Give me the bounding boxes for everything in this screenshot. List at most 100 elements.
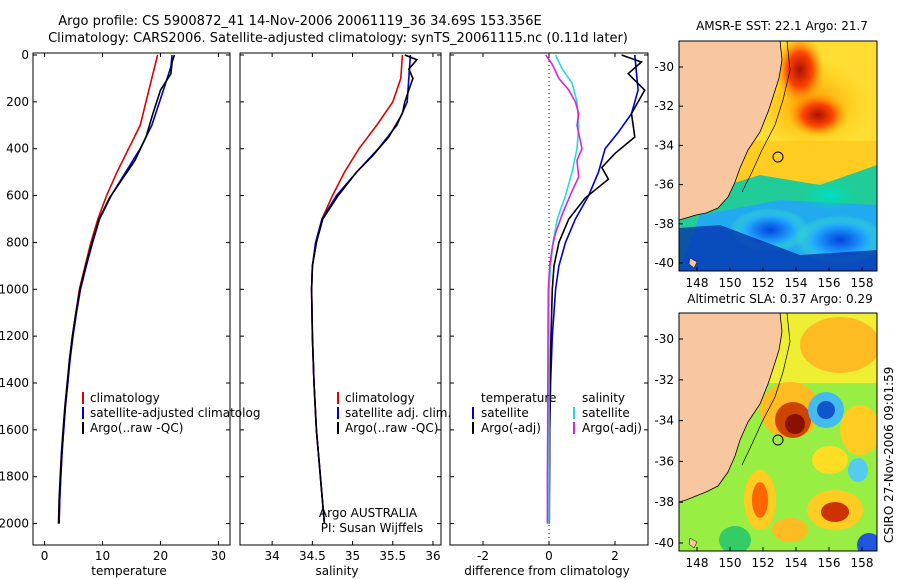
series-line-temperature-satellite — [548, 54, 639, 524]
temperature-x-axis: 0 10 20 30 — [41, 53, 226, 563]
x-tick-label: 35 — [345, 549, 360, 563]
temperature-legend: climatology satellite-adjusted climatolo… — [82, 391, 260, 435]
lon-tick-label: 152 — [752, 556, 775, 570]
legend-label-climatology: climatology — [90, 391, 160, 405]
sla-field — [679, 313, 877, 551]
series-line-salinity-satellite — [548, 54, 580, 524]
sst-map-lon-axis: 148 150 152 154 156 158 — [686, 267, 874, 290]
sla-map-lat-axis: -30 -32 -34 -36 -38 -40 — [654, 332, 683, 550]
lon-tick-label: 150 — [719, 276, 742, 290]
argo-annotation-line2: PI: Susan Wijffels — [321, 521, 423, 535]
argo-annotation-line1: Argo AUSTRALIA — [319, 506, 418, 520]
lat-tick-label: -32 — [654, 373, 674, 387]
series-line-temperature-argo-adj- — [548, 54, 646, 524]
sla-map-lon-axis: 148 150 152 154 156 158 — [686, 547, 874, 570]
lon-tick-label: 154 — [785, 276, 808, 290]
lon-tick-label: 154 — [785, 556, 808, 570]
footer-vertical-stamp: CSIRO 27-Nov-2006 09:01:59 — [882, 367, 896, 543]
salinity-series — [310, 54, 419, 524]
lat-tick-label: -30 — [654, 60, 674, 74]
difference-xlabel: difference from climatology — [464, 564, 630, 578]
x-tick-label: 0 — [545, 549, 553, 563]
lon-tick-label: 152 — [752, 276, 775, 290]
sst-land — [679, 41, 782, 220]
legend-label-argo: Argo(..raw -QC) — [90, 421, 183, 435]
sst-map-title: AMSR-E SST: 22.1 Argo: 21.7 — [696, 19, 868, 33]
header-line2: Climatology: CARS2006. Satellite-adjuste… — [48, 31, 628, 46]
series-line-argo-raw-qc- — [310, 54, 419, 524]
lat-tick-label: -36 — [654, 178, 674, 192]
depth-axis: 0 200 400 600 800 1000 1200 1400 1600 1800 2000 — [0, 48, 648, 531]
lon-tick-label: 150 — [719, 556, 742, 570]
lon-tick-label: 158 — [851, 276, 874, 290]
sst-map-frame — [678, 40, 878, 272]
sla-map-frame — [678, 312, 878, 552]
x-tick-label: 36 — [425, 549, 440, 563]
sst-map-lat-axis: -30 -32 -34 -36 -38 -40 — [654, 60, 683, 270]
depth-tick-label: 1000 — [0, 282, 29, 296]
depth-tick-label: 600 — [6, 189, 29, 203]
lat-tick-label: -38 — [654, 495, 674, 509]
legend-label-climatology-sal: climatology — [345, 391, 415, 405]
depth-tick-label: 1800 — [0, 470, 29, 484]
x-tick-label: -2 — [477, 549, 489, 563]
depth-tick-label: 0 — [21, 48, 29, 62]
series-line-argo-raw-qc- — [57, 54, 176, 524]
salinity-legend: climatology satellite adj. clim. Argo(..… — [337, 391, 451, 435]
header-line1: Argo profile: CS 5900872_41 14-Nov-2006 … — [58, 14, 542, 29]
temperature-xlabel: temperature — [91, 564, 166, 578]
legend-title-salinity: salinity — [582, 391, 625, 405]
x-tick-label: 34 — [265, 549, 280, 563]
legend-label-satellite-sal: satellite adj. clim. — [345, 406, 451, 420]
x-tick-label: 34.5 — [299, 549, 326, 563]
lat-tick-label: -36 — [654, 454, 674, 468]
temperature-panel-frame — [32, 52, 231, 546]
sst-field — [679, 41, 877, 271]
depth-tick-label: 800 — [6, 235, 29, 249]
legend-label-sal-sat: satellite — [582, 406, 630, 420]
depth-tick-label: 2000 — [0, 517, 29, 531]
salinity-panel-frame — [239, 52, 442, 546]
lon-tick-label: 158 — [851, 556, 874, 570]
sst-map: AMSR-E SST: 22.1 Argo: 21.7 — [654, 19, 878, 290]
x-tick-label: 0 — [41, 549, 49, 563]
depth-tick-label: 1400 — [0, 376, 29, 390]
salinity-x-axis: 34 34.5 35 35.5 36 — [265, 53, 441, 563]
series-line-climatology — [310, 54, 404, 524]
lat-tick-label: -38 — [654, 217, 674, 231]
argo-float-marker-sla — [772, 434, 784, 446]
x-tick-label: 30 — [211, 549, 226, 563]
series-line-climatology — [58, 54, 159, 524]
lat-tick-label: -34 — [654, 414, 674, 428]
difference-x-axis: -2 0 2 — [477, 53, 619, 563]
temperature-series — [57, 54, 176, 524]
argo-float-marker-sst — [772, 151, 784, 163]
x-tick-label: 35.5 — [379, 549, 406, 563]
depth-tick-label: 1200 — [0, 329, 29, 343]
depth-tick-label: 400 — [6, 142, 29, 156]
legend-title-temperature: temperature — [481, 391, 556, 405]
x-tick-label: 10 — [95, 549, 110, 563]
legend-label-sal-argo: Argo(-adj) — [582, 421, 642, 435]
x-tick-label: 20 — [153, 549, 168, 563]
series-line-salinity-argo-adj- — [545, 54, 583, 524]
lon-tick-label: 148 — [686, 276, 709, 290]
lon-tick-label: 148 — [686, 556, 709, 570]
sla-map: Altimetric SLA: 0.37 Argo: 0.29 — [654, 292, 878, 570]
legend-label-temp-sat: satellite — [481, 406, 529, 420]
sla-land — [679, 313, 782, 502]
lat-tick-label: -40 — [654, 256, 674, 270]
lon-tick-label: 156 — [818, 556, 841, 570]
legend-label-satellite: satellite-adjusted climatolog — [90, 406, 260, 420]
legend-label-argo-sal: Argo(..raw -QC) — [345, 421, 438, 435]
series-line-satellite-adjusted-climatology — [58, 54, 173, 524]
difference-panel: -2 0 2 difference from climatology tempera… — [449, 52, 649, 578]
difference-series — [545, 54, 646, 524]
legend-label-temp-argo: Argo(-adj) — [481, 421, 541, 435]
lat-tick-label: -32 — [654, 99, 674, 113]
salinity-xlabel: salinity — [315, 564, 358, 578]
lat-tick-label: -40 — [654, 536, 674, 550]
lon-tick-label: 156 — [818, 276, 841, 290]
